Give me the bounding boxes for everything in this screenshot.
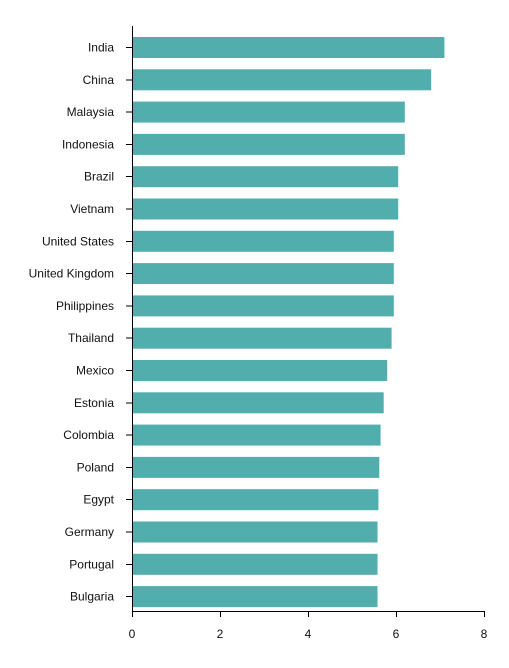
bar-philippines bbox=[132, 295, 394, 317]
category-label: Indonesia bbox=[62, 137, 114, 151]
category-label: Egypt bbox=[83, 493, 114, 507]
category-label: Poland bbox=[77, 460, 114, 474]
bar-egypt bbox=[132, 489, 379, 511]
category-label: Estonia bbox=[74, 396, 114, 410]
bar-colombia bbox=[132, 424, 381, 446]
bar-united-states bbox=[132, 230, 394, 252]
bar-bulgaria bbox=[132, 586, 378, 608]
x-tick-label: 0 bbox=[129, 627, 136, 641]
category-label: India bbox=[88, 41, 114, 55]
bar-thailand bbox=[132, 327, 392, 349]
bar-mexico bbox=[132, 360, 388, 381]
category-label: Colombia bbox=[63, 428, 114, 442]
bar-brazil bbox=[132, 166, 399, 188]
bar-vietnam bbox=[132, 198, 399, 220]
category-label: Mexico bbox=[76, 364, 114, 378]
x-tick-label: 8 bbox=[481, 627, 488, 641]
x-tick-label: 2 bbox=[217, 627, 224, 641]
bar-portugal bbox=[132, 553, 378, 575]
category-label: Brazil bbox=[84, 170, 114, 184]
category-label: China bbox=[83, 73, 115, 87]
bar-malaysia bbox=[132, 101, 405, 123]
bar-germany bbox=[132, 521, 378, 543]
category-label: Bulgaria bbox=[70, 590, 114, 604]
category-label: United States bbox=[42, 234, 114, 248]
category-label: Vietnam bbox=[70, 202, 114, 216]
category-label: Portugal bbox=[69, 557, 114, 571]
bars-group bbox=[132, 37, 445, 608]
bar-estonia bbox=[132, 392, 384, 414]
x-tick-label: 4 bbox=[305, 627, 312, 641]
category-label: Thailand bbox=[68, 331, 114, 345]
category-label: Malaysia bbox=[67, 105, 115, 119]
bar-united-kingdom bbox=[132, 263, 394, 285]
category-label: Philippines bbox=[56, 299, 114, 313]
bar-india bbox=[132, 37, 445, 58]
x-tick-label: 6 bbox=[393, 627, 400, 641]
bar-poland bbox=[132, 456, 380, 478]
category-label: United Kingdom bbox=[29, 267, 114, 281]
bar-indonesia bbox=[132, 133, 405, 155]
category-label: Germany bbox=[65, 525, 114, 539]
category-labels: India China Malaysia Indonesia Brazil Vietnam… bbox=[29, 41, 132, 604]
bar-china bbox=[132, 69, 432, 91]
x-axis-ticks: 0 2 4 6 8 bbox=[129, 611, 488, 641]
